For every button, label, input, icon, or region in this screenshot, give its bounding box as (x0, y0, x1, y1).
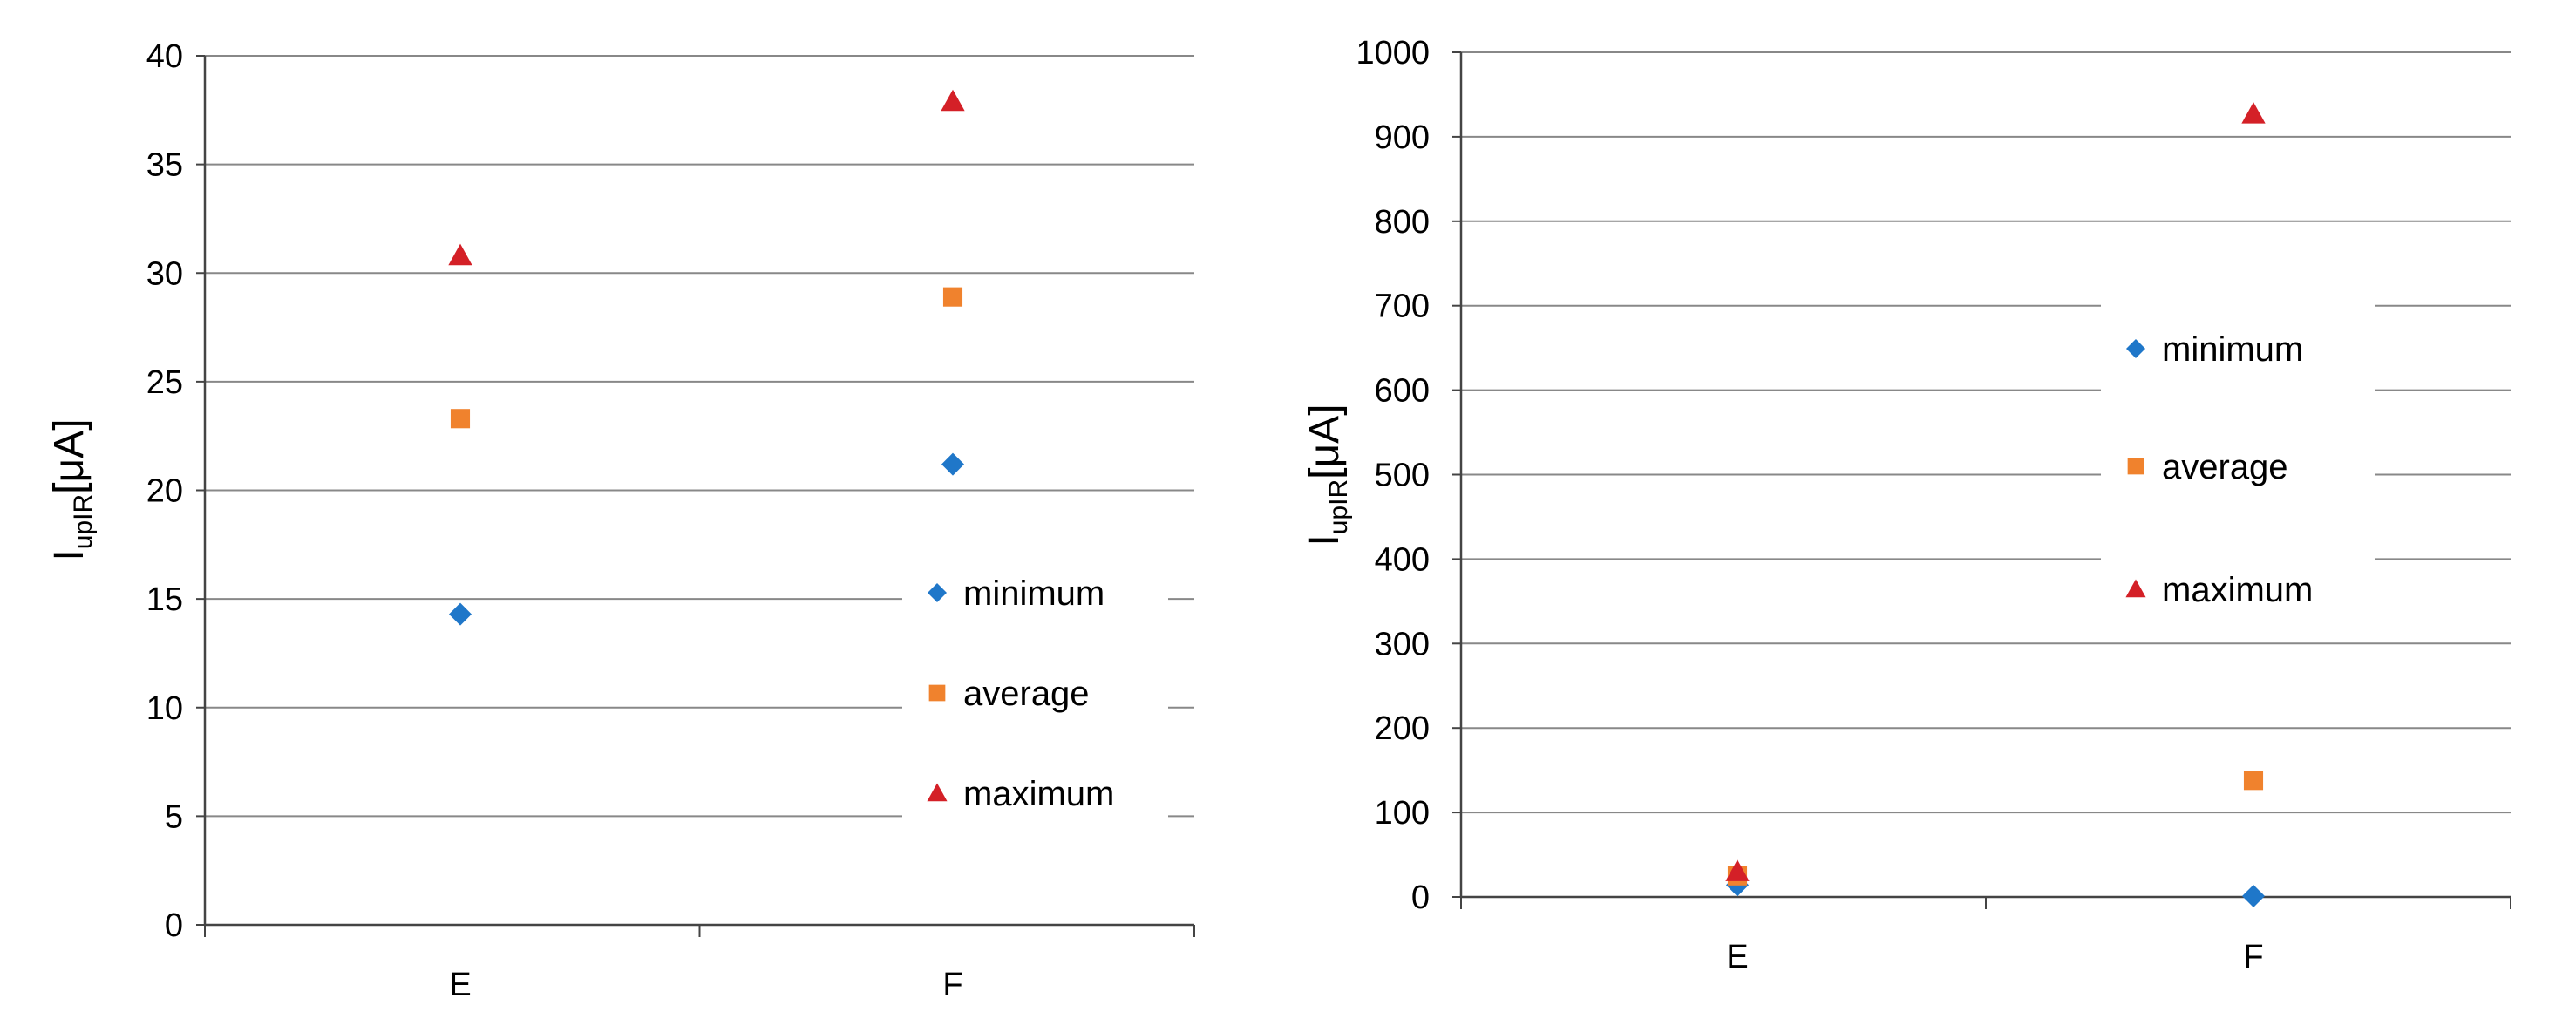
data-point-maximum (1725, 859, 1750, 881)
data-point-maximum (2241, 102, 2266, 124)
legend-background (2101, 301, 2375, 637)
data-point-minimum (941, 452, 964, 476)
data-point-average (450, 409, 471, 429)
data-point-average (2243, 771, 2264, 791)
legend-label-average: average (2162, 448, 2288, 486)
y-tick-label: 100 (1375, 795, 1430, 832)
y-axis-label-sub: upIR (1324, 479, 1353, 534)
legend-marker-maximum (2125, 579, 2146, 598)
legend-label-maximum: maximum (963, 775, 1114, 813)
y-axis-label: IupIR[μA] (1302, 404, 1353, 546)
y-tick-label: 5 (165, 798, 183, 835)
x-tick-label: F (2243, 939, 2263, 975)
chart-2: 0 100 200 300 400 500 600 700 800 900 1000 E F IupIR[… (1302, 35, 2511, 975)
y-tick-label: 40 (146, 38, 183, 75)
y-tick-label: 30 (146, 255, 183, 292)
legend-marker-average (928, 684, 946, 702)
legend-label-minimum: minimum (2162, 330, 2303, 369)
y-tick-label: 1000 (1356, 35, 1430, 71)
y-tick-label: 0 (1411, 880, 1430, 916)
legend-marker-average (2127, 458, 2144, 475)
y-tick-label: 900 (1375, 119, 1430, 156)
y-axis-label-sub: upIR (69, 494, 98, 549)
y-axis-label-main: I (46, 549, 92, 560)
legend-marker-minimum (2126, 339, 2145, 358)
legend-marker-minimum (928, 583, 947, 602)
y-tick-label: 10 (146, 690, 183, 727)
data-point-minimum (449, 602, 472, 626)
x-tick-label: E (1726, 939, 1748, 975)
data-point-maximum (941, 89, 965, 112)
data-point-minimum (2242, 885, 2265, 908)
y-tick-label: 0 (165, 907, 183, 944)
legend-label-maximum: maximum (2162, 571, 2313, 609)
y-tick-label: 25 (146, 364, 183, 401)
legend-label-minimum: minimum (963, 574, 1104, 613)
x-tick-label: F (942, 967, 962, 1003)
x-tick-label: E (449, 967, 471, 1003)
y-axis-label-unit: [μA] (1302, 404, 1348, 479)
y-axis-label-unit: [μA] (46, 418, 92, 493)
legend-background (902, 554, 1168, 841)
data-point-maximum (448, 243, 472, 266)
y-tick-label: 800 (1375, 204, 1430, 241)
y-tick-label: 400 (1375, 541, 1430, 578)
y-tick-label: 35 (146, 147, 183, 184)
y-tick-label: 15 (146, 581, 183, 618)
y-tick-label: 200 (1375, 710, 1430, 747)
y-tick-label: 600 (1375, 373, 1430, 410)
y-tick-label: 500 (1375, 458, 1430, 494)
y-tick-label: 20 (146, 473, 183, 510)
legend-label-average: average (963, 675, 1090, 713)
y-axis-label: IupIR[μA] (46, 418, 98, 560)
y-tick-label: 300 (1375, 626, 1430, 662)
legend-marker-maximum (927, 783, 948, 802)
y-axis-label-main: I (1302, 534, 1348, 546)
data-point-average (942, 287, 963, 307)
chart-1: 0 5 10 15 20 25 30 35 40 E F IupIR[μA] minimum averag… (46, 38, 1195, 1003)
y-tick-label: 700 (1375, 289, 1430, 325)
